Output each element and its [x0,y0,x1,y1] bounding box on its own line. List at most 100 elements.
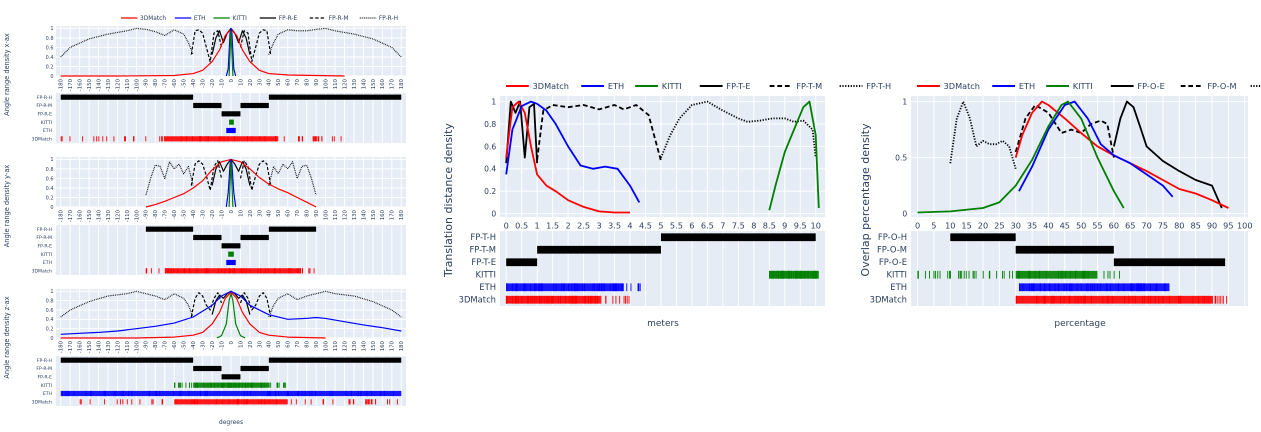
x-tick-label: 7.5 [732,220,745,230]
x-tick-label: 2.5 [577,220,590,230]
x-tick-label: 80 [305,78,311,85]
x-tick-label: 0 [229,78,235,82]
x-tick-label: -140 [96,209,102,222]
x-tick-label: 120 [342,78,348,89]
x-tick-label: 30 [257,209,263,216]
legend-item-KITTI: KITTI [213,16,247,22]
strip-background [911,231,1248,306]
legend-label: FP-R-H [379,16,398,22]
x-tick-label: 60 [286,78,292,85]
x-tick-label: 90 [314,78,320,85]
strip-band-FP-R-H [60,94,194,100]
x-tick-label: 35 [1027,220,1037,230]
x-tick-label: -30 [201,209,207,218]
x-tick-label: 130 [352,78,358,89]
strip-label: FP-R-M [36,103,52,109]
x-tick-label: 100 [323,340,329,351]
y-tick-label: 0.4 [46,317,54,323]
y-tick-label: 0.8 [484,120,496,129]
x-tick-label: 30 [257,78,263,85]
y-tick-label: 0.5 [895,153,907,162]
x-tick-label: 140 [361,78,367,89]
x-tick-label: -40 [191,78,197,87]
strip-plot: FP-R-H FP-R-M FP-R-E KITTI ETH 3DMatch [32,225,406,275]
x-tick-label: 20 [248,340,254,347]
x-tick-label: 40 [267,340,273,347]
series-line-FP-R-M [190,29,223,63]
x-tick-label: 4 [627,220,632,230]
strip-label: 3DMatch [32,399,53,405]
x-tick-label: 6 [689,220,694,230]
legend-item-3DMatch: 3DMatch [506,81,569,91]
x-tick-label: -120 [115,78,121,91]
x-tick-label: -50 [182,78,188,87]
x-tick-label: -40 [191,340,197,349]
strip-band-ETH [506,283,624,292]
x-tick-label: 10 [811,220,821,230]
x-tick-label: 9 [782,220,787,230]
series-line-FP-R-M [190,292,223,318]
x-tick-label: 50 [276,209,282,216]
series-line-FP-O-E [1113,100,1223,209]
series-line-ETH [505,100,641,203]
x-tick-label: 160 [380,209,386,220]
density-plot: 00.20.40.60.81-180 -170 -160 -150 -140 -130 -1… [46,26,406,91]
x-tick-label: 170 [390,78,396,89]
strip-band-3DMatch [164,136,279,142]
x-tick-label: 5 [658,220,663,230]
x-tick-label: 110 [333,209,339,220]
x-tick-label: -60 [172,340,178,349]
series-line-FP-R-H [145,161,194,196]
strip-label: FP-R-M [36,366,52,372]
legend-label: 3DMatch [533,81,569,91]
x-tick-label: 150 [371,340,377,351]
x-tick-label: 65 [1125,220,1135,230]
x-tick-label: 90 [1207,220,1217,230]
series-line-FP-O-M [1014,104,1115,158]
x-tick-label: -130 [106,78,112,91]
strip-label: FP-R-M [36,235,52,241]
strip-label: FP-O-H [878,232,907,242]
x-tick-label: 7 [720,220,725,230]
x-tick-label: -80 [153,209,159,218]
y-tick-label: 0.8 [46,299,54,305]
x-tick-label: 20 [248,209,254,216]
x-tick-label: 5 [931,220,936,230]
x-tick-label: -90 [144,78,150,87]
x-tick-label: -170 [68,78,74,91]
legend-label: FP-O-M [1207,81,1236,91]
x-tick-label: 180 [399,78,405,89]
legend-item-3DMatch: 3DMatch [917,81,980,91]
x-tick-label: 20 [978,220,988,230]
series-line-3DMatch [505,100,630,214]
y-tick-label: 0.8 [46,167,54,173]
y-axis-title: Angle range density z-ax [3,296,11,378]
strip-label: ETH [479,282,496,292]
legend-item-ETH: ETH [581,81,624,91]
x-tick-label: 0 [229,209,235,213]
x-tick-label: 130 [352,209,358,220]
strip-label: FP-R-E [37,374,52,380]
x-tick-label: -60 [172,78,178,87]
y-tick-label: 0.2 [46,64,54,70]
x-axis-title: degrees [219,419,243,426]
x-tick-label: 180 [399,340,405,351]
y-tick-label: 1 [491,97,496,106]
x-tick-label: -30 [201,340,207,349]
x-tick-label: 10 [238,78,244,85]
x-tick-label: 3.5 [608,220,621,230]
x-tick-label: -70 [163,340,169,349]
series-line-FP-R-H [268,161,317,196]
x-tick-label: -110 [125,78,131,91]
y-tick-label: 1 [50,289,53,295]
x-tick-label: 160 [380,78,386,89]
x-tick-label: 140 [361,209,367,220]
x-tick-label: 3 [596,220,601,230]
strip-label: 3DMatch [32,268,53,274]
strip-band-KITTI [1015,270,1098,279]
x-tick-label: 10 [238,340,244,347]
x-tick-label: -90 [144,209,150,218]
x-tick-label: 40 [267,209,273,216]
y-tick-label: 0.4 [46,186,54,192]
legend-label: FP-T-E [726,81,750,91]
